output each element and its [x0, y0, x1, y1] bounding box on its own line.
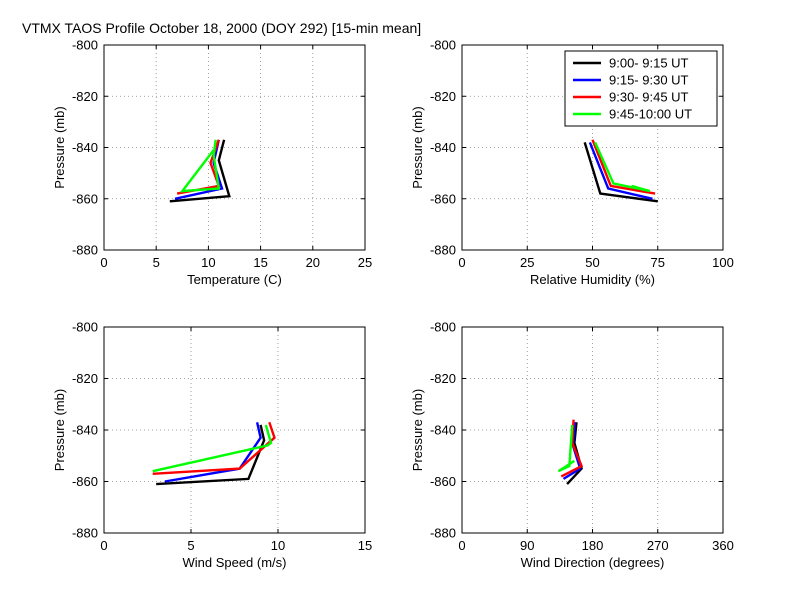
x-tick-label: 25: [520, 255, 534, 270]
y-axis-label: Pressure (mb): [52, 106, 67, 188]
y-tick-label: -880: [72, 243, 98, 258]
chart-panel-2: 0 25 50 75 100 -880 -860 -840 -820 -800 Relative H…: [410, 38, 734, 288]
y-tick-label: -860: [72, 474, 98, 489]
x-tick-label: 15: [358, 538, 372, 553]
x-tick-label: 50: [585, 255, 599, 270]
y-tick-label: -820: [430, 371, 456, 386]
y-tick-label: -800: [430, 38, 456, 53]
x-axis-label: Wind Direction (degrees): [521, 555, 665, 570]
y-tick-label: -840: [72, 423, 98, 438]
y-tick-label: -860: [430, 474, 456, 489]
y-tick-label: -820: [430, 89, 456, 104]
chart-panel-4: 0 90 180 270 360 -880 -860 -840 -820 -800 Wind Dir…: [410, 320, 734, 571]
series-line-2: [588, 141, 653, 200]
x-tick-label: 75: [651, 255, 665, 270]
plot-frame: [103, 326, 366, 534]
plot-frame: [461, 326, 724, 534]
plot-frame: [461, 44, 724, 251]
series-line-3: [591, 139, 656, 195]
x-tick-label: 180: [582, 538, 604, 553]
x-tick-label: 15: [253, 255, 267, 270]
y-tick-label: -860: [430, 191, 456, 206]
series-line-4: [594, 141, 651, 193]
y-tick-label: -880: [430, 526, 456, 541]
legend-label: 9:30- 9:45 UT: [609, 90, 689, 105]
y-axis-label: Pressure (mb): [410, 106, 425, 188]
x-tick-label: 0: [100, 255, 107, 270]
x-tick-label: 270: [647, 538, 669, 553]
y-tick-label: -840: [430, 423, 456, 438]
series-line-1: [169, 139, 231, 203]
y-axis-label: Pressure (mb): [410, 389, 425, 471]
x-tick-label: 10: [201, 255, 215, 270]
y-axis-label: Pressure (mb): [52, 389, 67, 471]
x-axis-label: Wind Speed (m/s): [182, 555, 286, 570]
x-axis-label: Temperature (C): [187, 272, 282, 287]
series-line-3: [152, 421, 276, 475]
legend-label: 9:15- 9:30 UT: [609, 73, 689, 88]
y-tick-label: -840: [72, 140, 98, 155]
y-tick-label: -800: [430, 320, 456, 335]
y-tick-label: -880: [72, 526, 98, 541]
x-tick-label: 5: [153, 255, 160, 270]
series-line-2: [562, 422, 582, 480]
legend-label: 9:45-10:00 UT: [609, 107, 692, 122]
legend: 9:00- 9:15 UT 9:15- 9:30 UT 9:30- 9:45 UT 9…: [564, 50, 718, 127]
plot-frame: [103, 44, 366, 251]
x-tick-label: 360: [712, 538, 734, 553]
x-tick-label: 0: [458, 255, 465, 270]
chart-panel-3: 0 5 10 15 -880 -860 -840 -820 -800 Wind Speed (m/…: [52, 320, 372, 571]
y-tick-label: -800: [72, 38, 98, 53]
y-tick-label: -860: [72, 191, 98, 206]
x-tick-label: 100: [712, 255, 734, 270]
x-tick-label: 0: [100, 538, 107, 553]
series-line-4: [179, 139, 221, 193]
series-line-1: [156, 424, 266, 486]
series-line-4: [152, 424, 273, 473]
x-tick-label: 20: [306, 255, 320, 270]
chart-panel-1: 0 5 10 15 20 25 -880 -860 -840 -820 -800 Temperatur…: [52, 38, 372, 288]
series-line-4: [557, 424, 576, 473]
y-tick-label: -880: [430, 243, 456, 258]
x-tick-label: 0: [458, 538, 465, 553]
y-tick-label: -820: [72, 371, 98, 386]
x-tick-label: 10: [271, 538, 285, 553]
x-tick-label: 25: [358, 255, 372, 270]
x-tick-label: 5: [187, 538, 194, 553]
legend-label: 9:00- 9:15 UT: [609, 56, 689, 71]
y-tick-label: -800: [72, 320, 98, 335]
x-axis-label: Relative Humidity (%): [530, 272, 655, 287]
series-line-2: [164, 422, 262, 483]
x-tick-label: 90: [520, 538, 534, 553]
series-line-1: [583, 142, 658, 203]
figure-title: VTMX TAOS Profile October 18, 2000 (DOY …: [22, 20, 421, 36]
y-tick-label: -820: [72, 89, 98, 104]
y-tick-label: -840: [430, 140, 456, 155]
